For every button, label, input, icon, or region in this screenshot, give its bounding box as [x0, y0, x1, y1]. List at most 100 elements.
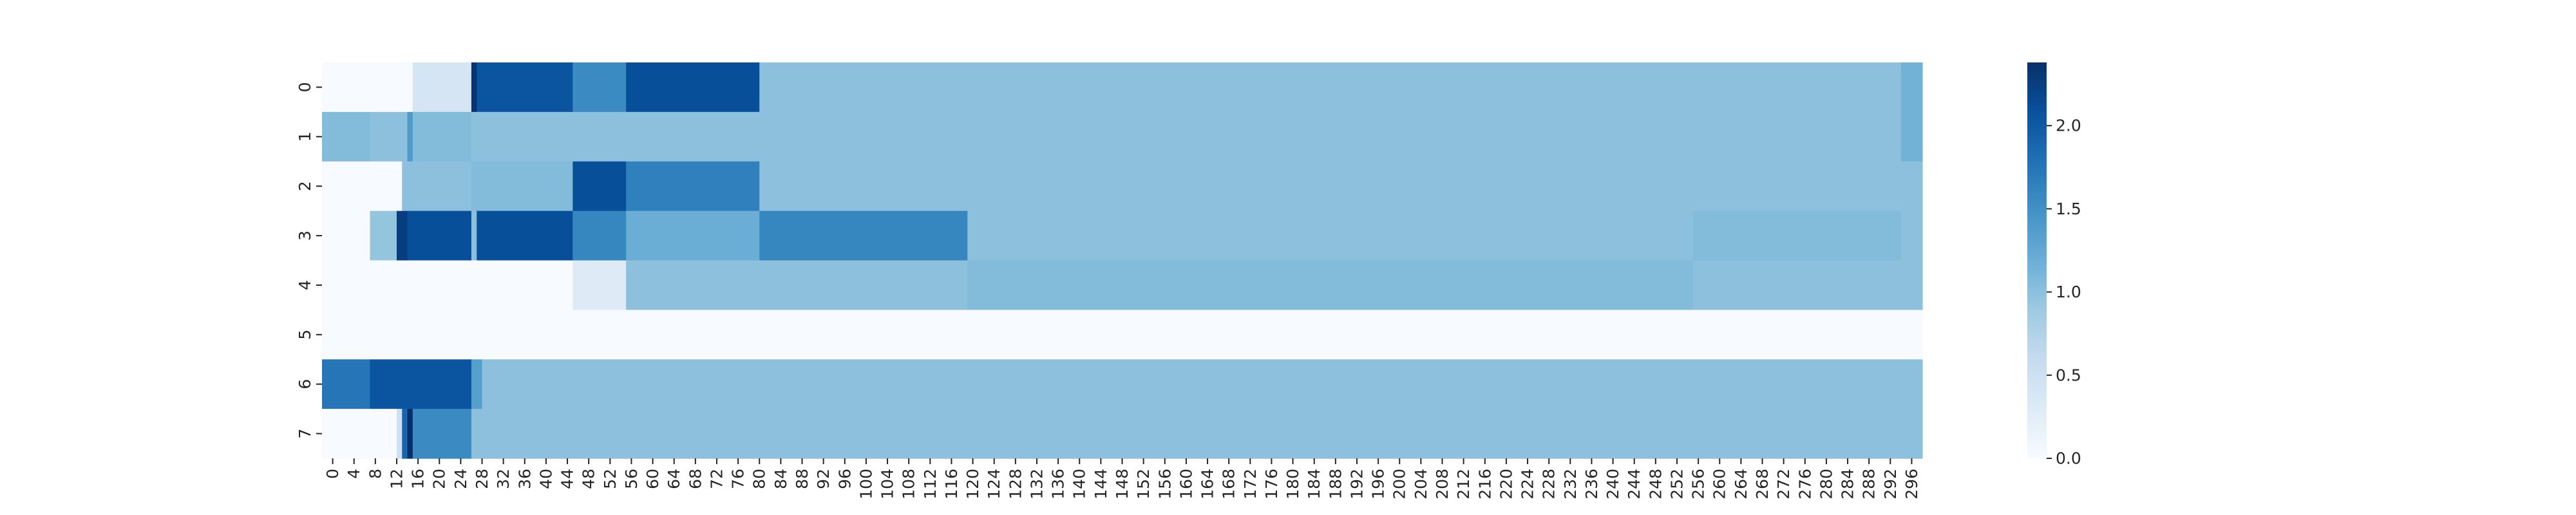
heatmap-cell — [1692, 211, 1902, 261]
x-tick-label: 104 — [878, 469, 897, 500]
x-tick-label: 56 — [622, 469, 641, 489]
x-tick-label: 172 — [1241, 469, 1260, 500]
heatmap-cell — [967, 211, 1694, 261]
x-tick-label: 284 — [1839, 469, 1857, 500]
heatmap-cell — [471, 161, 573, 212]
heatmap-cell — [471, 359, 483, 409]
x-tick-label: 264 — [1732, 469, 1750, 500]
heatmap-cell — [471, 62, 477, 113]
heatmap-cell — [322, 211, 371, 261]
x-tick-label: 248 — [1646, 469, 1665, 500]
x-tick-label: 216 — [1475, 469, 1494, 500]
x-tick-label: 260 — [1710, 469, 1729, 500]
x-tick-label: 292 — [1881, 469, 1900, 500]
x-tick-label: 8 — [366, 469, 384, 479]
x-tick-label: 296 — [1902, 469, 1921, 500]
x-tick-label: 96 — [835, 469, 854, 489]
x-tick-label: 112 — [921, 469, 940, 500]
x-tick-label: 128 — [1006, 469, 1025, 500]
x-tick-label: 192 — [1347, 469, 1366, 500]
x-tick-label: 108 — [900, 469, 918, 500]
x-tick-label: 116 — [942, 469, 961, 500]
x-tick-label: 28 — [473, 469, 491, 489]
heatmap-cell — [396, 409, 402, 459]
heatmap-cell — [322, 260, 573, 310]
x-tick-label: 204 — [1412, 469, 1430, 500]
heatmap-cell — [1692, 260, 1923, 310]
x-tick-label: 40 — [536, 469, 555, 489]
heatmap-cell — [759, 161, 1923, 212]
heatmap-cell — [573, 260, 627, 310]
x-tick-label: 60 — [643, 469, 662, 489]
x-tick-label: 168 — [1220, 469, 1238, 500]
x-tick-label: 16 — [409, 469, 428, 489]
x-tick-label: 256 — [1689, 469, 1708, 500]
x-tick-label: 92 — [814, 469, 833, 489]
heatmap-cell — [322, 62, 413, 113]
x-tick-label: 88 — [793, 469, 811, 489]
colorbar-tick-label: 2.0 — [2056, 117, 2081, 135]
heatmap-cell — [477, 211, 573, 261]
x-tick-label: 196 — [1369, 469, 1388, 500]
x-tick-label: 12 — [387, 469, 406, 489]
x-tick-label: 20 — [430, 469, 449, 489]
x-tick-label: 276 — [1795, 469, 1814, 500]
x-tick-label: 44 — [558, 469, 577, 489]
x-tick-label: 152 — [1134, 469, 1153, 500]
x-tick-label: 244 — [1625, 469, 1643, 500]
x-tick-label: 224 — [1519, 469, 1537, 500]
colorbar-tick-label: 1.5 — [2056, 200, 2081, 218]
x-tick-label: 36 — [515, 469, 534, 489]
y-tick-label: 5 — [296, 330, 314, 340]
x-tick-label: 252 — [1667, 469, 1686, 500]
heatmap-cell — [471, 409, 1923, 459]
colorbar-gradient — [2027, 62, 2047, 458]
y-axis: 0 1 2 3 4 5 6 7 — [296, 82, 322, 439]
x-tick-label: 188 — [1326, 469, 1345, 500]
heatmap-cell — [322, 409, 397, 459]
heatmap-cell — [967, 260, 1694, 310]
x-tick-label: 184 — [1305, 469, 1323, 500]
x-tick-label: 200 — [1390, 469, 1409, 500]
y-tick-label: 4 — [296, 280, 314, 290]
x-tick-label: 156 — [1155, 469, 1174, 500]
x-tick-label: 240 — [1604, 469, 1622, 500]
heatmap-cell — [396, 211, 408, 261]
x-tick-label: 48 — [580, 469, 598, 489]
heatmap-cell — [370, 211, 397, 261]
x-tick-label: 0 — [323, 469, 342, 479]
y-tick-label: 1 — [296, 131, 314, 142]
x-tick-label: 176 — [1262, 469, 1281, 500]
x-tick-label: 132 — [1027, 469, 1046, 500]
x-tick-label: 160 — [1177, 469, 1195, 500]
x-tick-label: 120 — [963, 469, 982, 500]
x-tick-label: 180 — [1283, 469, 1302, 500]
heatmap-cell — [407, 211, 472, 261]
x-tick-label: 148 — [1113, 469, 1132, 500]
heatmap-cell — [573, 211, 627, 261]
x-tick-label: 68 — [686, 469, 705, 489]
x-tick-label: 144 — [1092, 469, 1110, 500]
heatmap-cell — [477, 62, 573, 113]
x-tick-label: 76 — [729, 469, 748, 489]
x-tick-label: 52 — [601, 469, 620, 489]
colorbar-tick-label: 0.0 — [2056, 449, 2081, 468]
heatmap-cell — [1900, 111, 1923, 162]
y-tick-label: 0 — [296, 82, 314, 92]
colorbar: 0.0 0.5 1.0 1.5 2.0 — [2027, 62, 2081, 468]
heatmap-cell — [1900, 211, 1923, 261]
x-tick-label: 208 — [1433, 469, 1452, 500]
heatmap-cell — [370, 359, 472, 409]
heatmap-cell — [759, 211, 968, 261]
x-tick-label: 232 — [1561, 469, 1580, 500]
x-axis: 0 4 8 12 16 20 24 28 32 36 40 44 48 52 56 60 64 68 72 76 80 8… — [323, 458, 1921, 500]
x-tick-label: 164 — [1198, 469, 1217, 500]
heatmap-cell — [626, 161, 760, 212]
x-tick-label: 72 — [707, 469, 726, 489]
x-tick-label: 212 — [1454, 469, 1473, 500]
heatmap-cell — [626, 211, 760, 261]
x-tick-label: 228 — [1540, 469, 1558, 500]
heatmap-cell — [322, 310, 1923, 360]
heatmap-cell — [626, 62, 760, 113]
